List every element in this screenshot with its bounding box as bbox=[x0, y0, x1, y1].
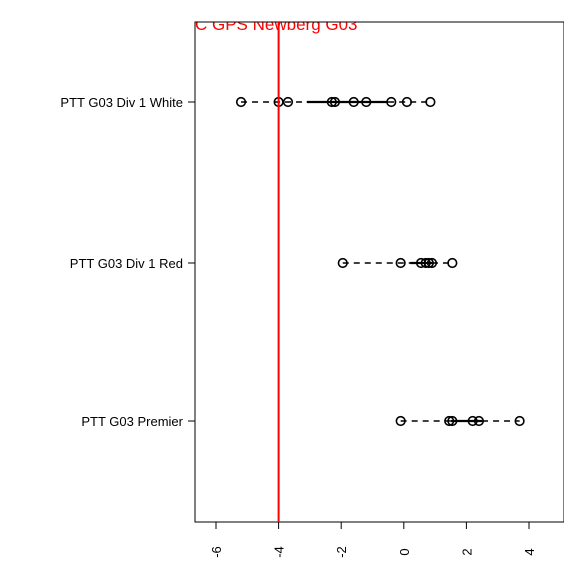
y-category-label: PTT G03 Div 1 Red bbox=[70, 256, 183, 271]
x-tick-label: -4 bbox=[272, 546, 287, 558]
data-point bbox=[386, 96, 397, 108]
data-point bbox=[395, 415, 406, 427]
data-point bbox=[467, 415, 478, 427]
series-row bbox=[395, 415, 525, 427]
data-point bbox=[337, 257, 348, 269]
data-point bbox=[326, 96, 337, 108]
y-category-label: PTT G03 Div 1 White bbox=[60, 95, 183, 110]
x-axis: -6 -4 -2 0 2 4 bbox=[209, 522, 537, 558]
x-tick-label: -2 bbox=[334, 546, 349, 558]
data-point bbox=[395, 257, 406, 269]
data-point bbox=[447, 257, 458, 269]
series-row bbox=[235, 96, 436, 108]
data-point bbox=[282, 96, 294, 108]
data-point bbox=[425, 96, 436, 108]
data-point bbox=[444, 415, 455, 427]
data-point bbox=[420, 257, 431, 269]
x-tick-label: 0 bbox=[397, 548, 412, 555]
data-point bbox=[473, 415, 485, 427]
data-point bbox=[235, 96, 247, 108]
y-axis: PTT G03 Div 1 White PTT G03 Div 1 Red PTT … bbox=[60, 95, 195, 429]
x-tick-label: -6 bbox=[209, 546, 224, 558]
data-point bbox=[348, 96, 359, 108]
data-point bbox=[361, 96, 372, 108]
data-point bbox=[447, 415, 458, 427]
data-point bbox=[426, 257, 438, 269]
chart-title: C GPS Newberg G03 bbox=[195, 15, 358, 34]
data-point bbox=[514, 415, 525, 427]
x-tick-label: 2 bbox=[459, 548, 474, 555]
y-category-label: PTT G03 Premier bbox=[81, 414, 183, 429]
series-layer bbox=[235, 96, 525, 427]
data-point bbox=[329, 96, 341, 108]
data-point bbox=[401, 96, 413, 108]
series-row bbox=[337, 257, 458, 269]
x-tick-label: 4 bbox=[522, 548, 537, 555]
data-point bbox=[423, 257, 434, 269]
plot-frame bbox=[194, 21, 564, 523]
